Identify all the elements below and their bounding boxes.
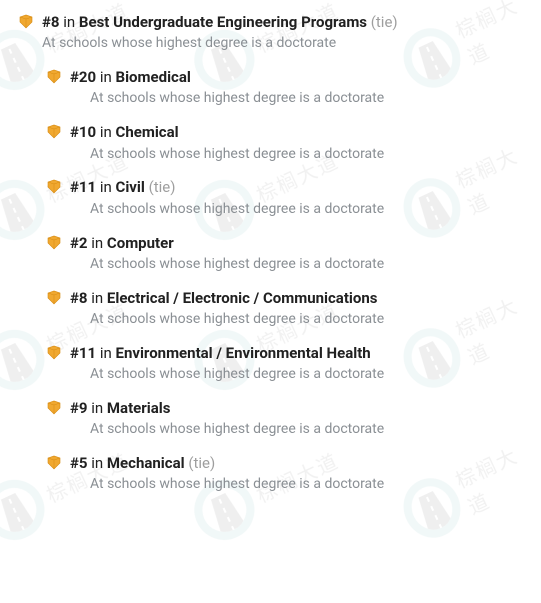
rank-number: #11 (70, 178, 96, 196)
category-name: Environmental / Environmental Health (116, 344, 371, 362)
category-name: Best Undergraduate Engineering Programs (79, 13, 367, 31)
ranking-title: #11 in Civil (tie) (70, 177, 531, 197)
category-name: Mechanical (107, 454, 185, 472)
ranking-item: #8 in Electrical / Electronic / Communic… (46, 288, 531, 329)
badge-icon (46, 124, 62, 144)
badge-icon (46, 235, 62, 255)
in-word: in (100, 344, 112, 362)
badge-icon (46, 179, 62, 199)
ranking-item-main: #8 in Best Undergraduate Engineering Pro… (18, 12, 531, 53)
qualifier-text: At schools whose highest degree is a doc… (90, 145, 531, 164)
tie-label: (tie) (149, 178, 176, 196)
rank-number: #20 (70, 68, 96, 86)
in-word: in (91, 234, 103, 252)
ranking-title: #5 in Mechanical (tie) (70, 453, 531, 473)
category-name: Civil (116, 178, 145, 196)
in-word: in (91, 399, 103, 417)
ranking-title: #10 in Chemical (70, 122, 531, 142)
ranking-title: #2 in Computer (70, 233, 531, 253)
ranking-title: #11 in Environmental / Environmental Hea… (70, 343, 531, 363)
badge-icon (46, 400, 62, 420)
qualifier-text: At schools whose highest degree is a doc… (90, 89, 531, 108)
rank-number: #8 (42, 13, 60, 31)
qualifier-text: At schools whose highest degree is a doc… (90, 365, 531, 384)
qualifier-text: At schools whose highest degree is a doc… (42, 34, 531, 53)
badge-icon (46, 455, 62, 475)
category-name: Biomedical (116, 68, 191, 86)
rank-number: #9 (70, 399, 88, 417)
ranking-item: #9 in Materials At schools whose highest … (46, 398, 531, 439)
ranking-item: #10 in Chemical At schools whose highest … (46, 122, 531, 163)
ranking-item: #11 in Environmental / Environmental Hea… (46, 343, 531, 384)
category-name: Computer (107, 234, 174, 252)
badge-icon (46, 69, 62, 89)
in-word: in (100, 68, 112, 86)
ranking-item: #20 in Biomedical At schools whose highes… (46, 67, 531, 108)
badge-icon (46, 290, 62, 310)
qualifier-text: At schools whose highest degree is a doc… (90, 310, 531, 329)
tie-label: (tie) (188, 454, 215, 472)
ranking-item: #2 in Computer At schools whose highest d… (46, 233, 531, 274)
tie-label: (tie) (371, 13, 398, 31)
ranking-title: #9 in Materials (70, 398, 531, 418)
in-word: in (91, 289, 103, 307)
rank-number: #5 (70, 454, 88, 472)
ranking-item: #5 in Mechanical (tie) At schools whose h… (46, 453, 531, 494)
rank-number: #10 (70, 123, 96, 141)
category-name: Materials (107, 399, 171, 417)
category-name: Electrical / Electronic / Communications (107, 289, 378, 307)
qualifier-text: At schools whose highest degree is a doc… (90, 475, 531, 494)
in-word: in (91, 454, 103, 472)
rank-number: #2 (70, 234, 88, 252)
badge-icon (18, 14, 34, 34)
qualifier-text: At schools whose highest degree is a doc… (90, 255, 531, 274)
rank-number: #8 (70, 289, 88, 307)
in-word: in (100, 178, 112, 196)
category-name: Chemical (116, 123, 179, 141)
ranking-title: #8 in Best Undergraduate Engineering Pro… (42, 12, 531, 32)
badge-icon (46, 345, 62, 365)
rank-number: #11 (70, 344, 96, 362)
ranking-item: #11 in Civil (tie) At schools whose highe… (46, 177, 531, 218)
ranking-title: #8 in Electrical / Electronic / Communic… (70, 288, 531, 308)
qualifier-text: At schools whose highest degree is a doc… (90, 200, 531, 219)
ranking-title: #20 in Biomedical (70, 67, 531, 87)
in-word: in (100, 123, 112, 141)
in-word: in (63, 13, 75, 31)
qualifier-text: At schools whose highest degree is a doc… (90, 420, 531, 439)
rankings-list: #8 in Best Undergraduate Engineering Pro… (0, 0, 541, 508)
